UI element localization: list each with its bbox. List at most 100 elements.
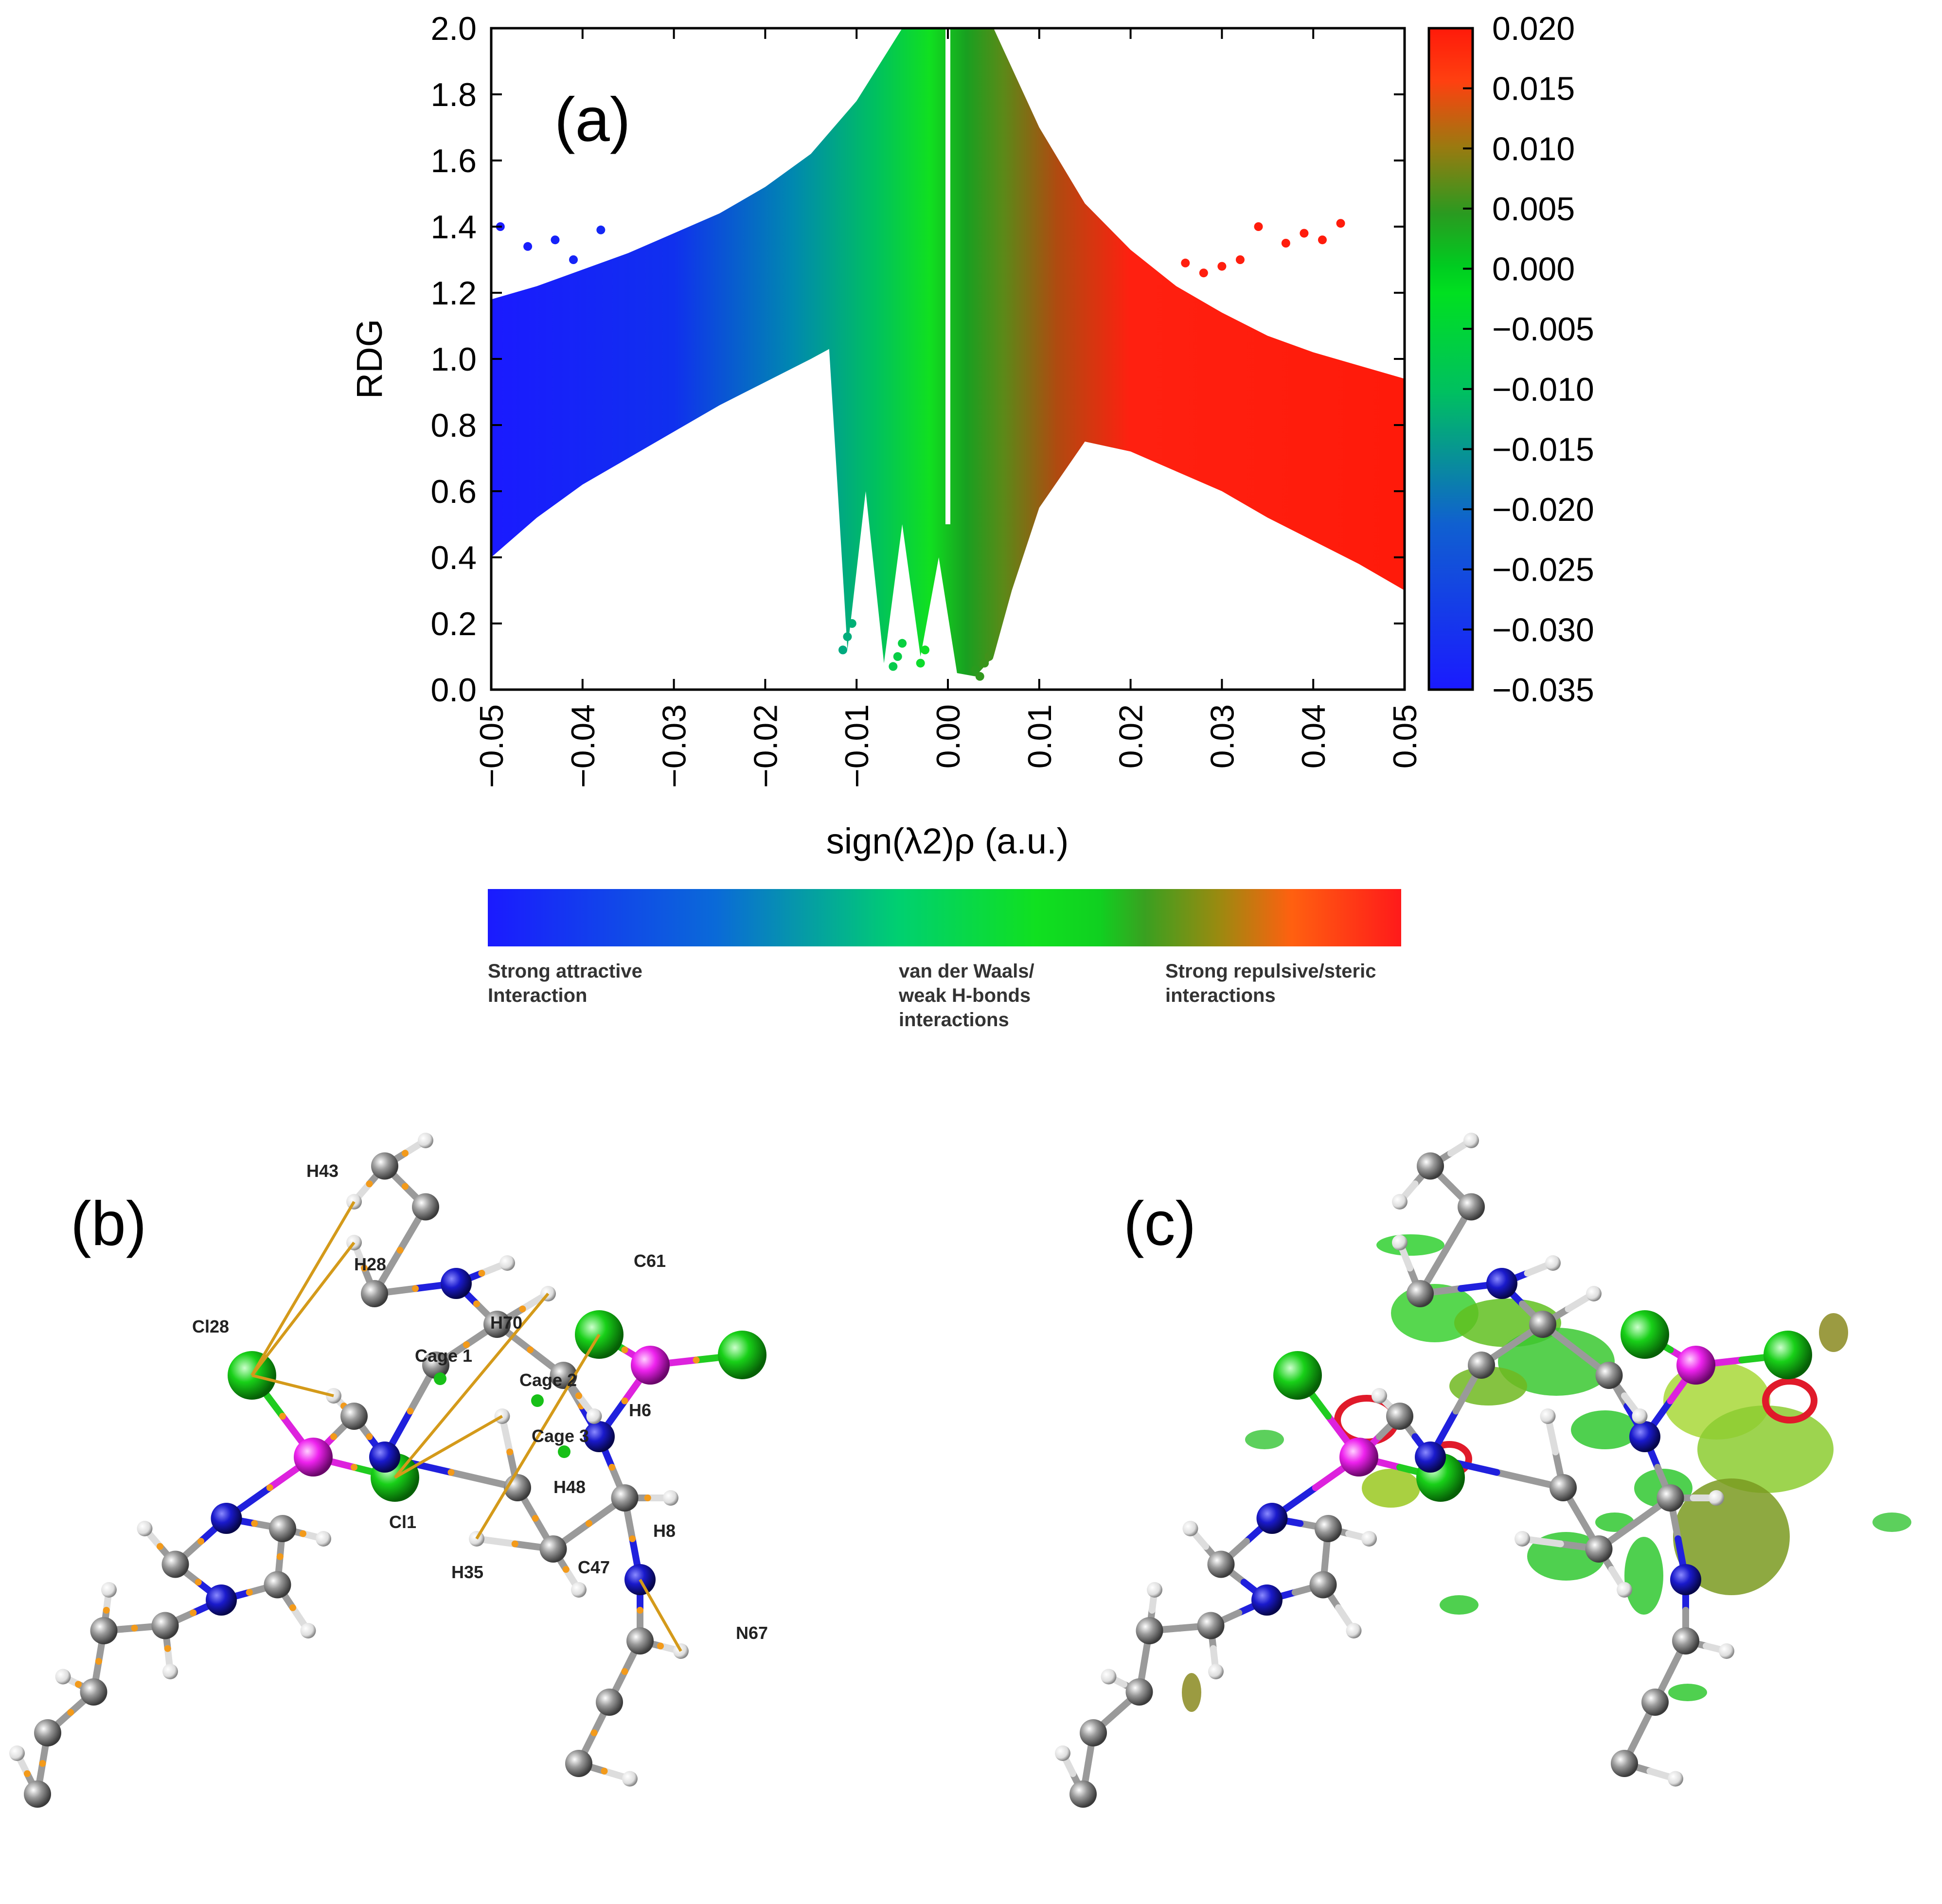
atom-h (571, 1582, 587, 1598)
bond-critical-point (279, 1413, 286, 1420)
colorbar-tick-label: 0.015 (1492, 71, 1575, 107)
atom-c (1550, 1474, 1577, 1501)
atom-h (1709, 1490, 1724, 1506)
atom-c (1386, 1403, 1413, 1430)
y-tick-label: 1.2 (430, 275, 477, 312)
spike-point (980, 658, 989, 668)
colorbar-tick-label: 0.000 (1492, 251, 1575, 288)
atom-n (1670, 1564, 1701, 1595)
y-tick-label: 2.0 (430, 10, 477, 47)
bond-critical-point (246, 1589, 253, 1596)
atom-c (1125, 1678, 1153, 1706)
spike-point (838, 645, 848, 655)
spike-point (921, 645, 930, 655)
bond-critical-point (621, 1346, 628, 1353)
bond-critical-point (402, 1183, 409, 1190)
interaction-legend: Strong attractive Interaction van der Wa… (488, 889, 1401, 1031)
atom-h (137, 1521, 153, 1536)
atom-c (1407, 1280, 1434, 1307)
colorbar-tick-label: −0.035 (1492, 672, 1594, 709)
atom-h (622, 1771, 638, 1787)
atom-c (371, 1152, 398, 1180)
atom-c (1595, 1362, 1623, 1389)
label-cage3: Cage 3 (532, 1426, 589, 1446)
atom-c (483, 1311, 511, 1338)
outlier-point (1281, 239, 1290, 248)
bond-critical-point (562, 1566, 570, 1573)
atom-c (611, 1484, 639, 1512)
atom-c (412, 1193, 439, 1221)
atom-h (1545, 1255, 1561, 1271)
atom-m (1676, 1346, 1715, 1385)
molecule-c (1055, 1133, 1911, 1808)
panel-label-c: (c) (1123, 1189, 1196, 1259)
label-c47: C47 (578, 1557, 610, 1577)
atom-m (631, 1346, 670, 1385)
cage-critical-point (434, 1372, 446, 1385)
atom-c (626, 1627, 654, 1655)
x-tick-label: 0.04 (1295, 704, 1332, 768)
atom-cl (1764, 1331, 1812, 1379)
atom-h (300, 1623, 316, 1638)
bond-critical-point (300, 1530, 306, 1537)
label-n67: N67 (736, 1623, 768, 1643)
bond-critical-point (629, 1535, 636, 1542)
atom-cl (1273, 1351, 1322, 1400)
bond-critical-point (289, 1604, 296, 1611)
nci-isosurface (1571, 1410, 1639, 1449)
bond-path (639, 1579, 682, 1652)
spike-point (889, 662, 898, 671)
atom-c (1136, 1617, 1163, 1644)
colorbar-tick-label: −0.010 (1492, 371, 1594, 408)
bond-critical-point (637, 1607, 643, 1614)
bond-critical-point (197, 1538, 204, 1545)
spike-point (971, 665, 980, 675)
bond-path (250, 1242, 356, 1376)
outlier-point (1181, 258, 1190, 267)
label-cl1: Cl1 (389, 1512, 416, 1532)
bond-critical-point (396, 1246, 404, 1254)
atom-c (264, 1571, 291, 1599)
colorbar-tick-label: −0.030 (1492, 611, 1594, 648)
spike-point (984, 652, 994, 661)
atom-h (316, 1531, 331, 1547)
label-c61: C61 (634, 1251, 666, 1271)
bond-critical-point (575, 1392, 582, 1399)
bond-critical-point (519, 1305, 526, 1313)
atom-h (418, 1133, 433, 1148)
bond-critical-point (190, 1609, 197, 1617)
atom-h (1617, 1582, 1632, 1598)
scatter-cloud (491, 28, 1405, 676)
atom-h (1540, 1408, 1556, 1424)
legend-right-line2: interactions (1165, 985, 1276, 1006)
bond-critical-point (447, 1469, 455, 1476)
spike-point (847, 619, 856, 628)
outlier-point (551, 235, 560, 245)
nci-isosurface (1245, 1430, 1284, 1449)
atom-c (161, 1550, 189, 1578)
colorbar-tick-label: 0.020 (1492, 10, 1575, 47)
atom-c (1315, 1515, 1342, 1542)
nci-isosurface (1182, 1673, 1201, 1712)
y-tick-label: 0.2 (430, 605, 477, 642)
outlier-point (1254, 222, 1263, 231)
bond-critical-point (608, 1464, 616, 1471)
panel-label-b: (b) (71, 1189, 146, 1259)
x-tick-label: −0.03 (656, 704, 693, 788)
bond-critical-point (95, 1658, 102, 1665)
bond-critical-point (131, 1624, 138, 1632)
label-h8: H8 (653, 1521, 676, 1541)
atom-c (1080, 1719, 1107, 1746)
outlier-point (596, 225, 606, 234)
x-tick-label: −0.04 (565, 704, 602, 788)
bond-critical-point (463, 1341, 470, 1348)
atom-h (1182, 1521, 1198, 1536)
nci-isosurface (1668, 1684, 1707, 1701)
y-tick-label: 1.0 (430, 341, 477, 378)
bond-critical-point (276, 1553, 284, 1560)
colorbar (1427, 27, 1474, 691)
x-tick-label: 0.05 (1387, 704, 1424, 768)
label-h70: H70 (490, 1313, 522, 1333)
panel-label-a: (a) (554, 85, 630, 155)
atom-c (1197, 1612, 1225, 1639)
